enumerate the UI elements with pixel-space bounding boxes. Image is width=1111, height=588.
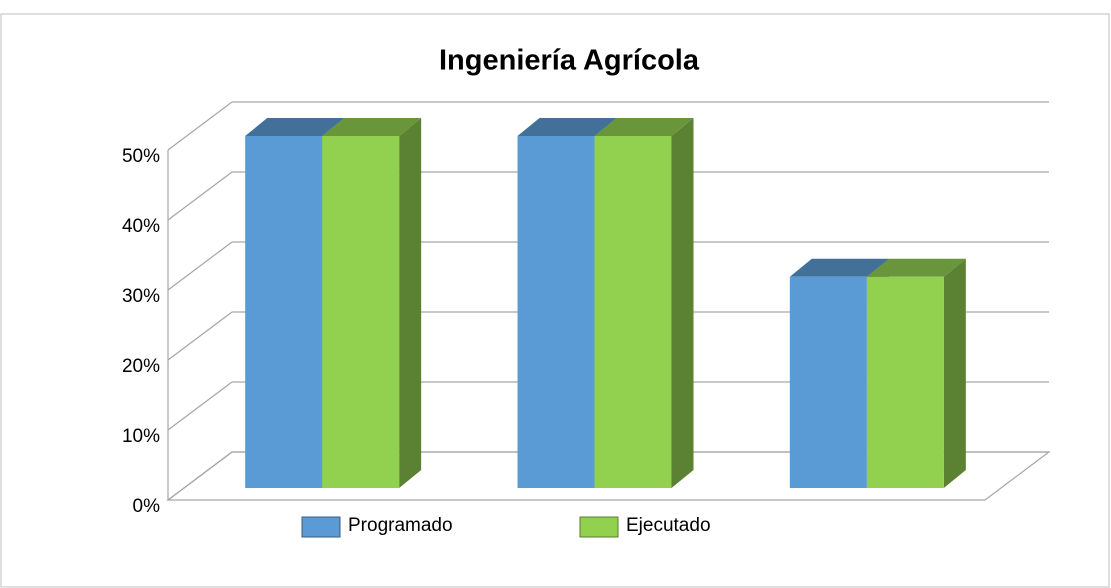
legend-swatch xyxy=(579,516,619,538)
bar xyxy=(789,276,867,488)
legend-swatch xyxy=(301,516,341,538)
bar-top xyxy=(322,118,422,136)
side-grid-line xyxy=(167,171,233,221)
side-grid-line xyxy=(167,241,233,291)
bar-side xyxy=(399,118,422,488)
bar-top xyxy=(866,258,966,277)
bar xyxy=(245,136,323,488)
side-grid-line xyxy=(167,311,233,361)
bar xyxy=(322,136,400,488)
y-tick-label: 0% xyxy=(133,496,161,517)
side-grid-line xyxy=(167,101,233,151)
side-grid-line xyxy=(167,381,233,431)
bar-top xyxy=(789,258,889,277)
bar-top xyxy=(594,118,694,136)
bar xyxy=(594,136,672,488)
bar-side xyxy=(671,118,694,488)
bar-top xyxy=(245,118,345,136)
bar xyxy=(866,276,944,488)
bar-top xyxy=(517,118,617,136)
bar xyxy=(517,136,595,488)
legend-label: Programado xyxy=(348,515,453,536)
y-tick-label: 50% xyxy=(122,146,160,167)
y-tick-label: 30% xyxy=(122,286,160,307)
y-tick-label: 40% xyxy=(122,216,160,237)
y-tick-label: 20% xyxy=(122,356,160,377)
chart-title: Ingeniería Agrícola xyxy=(439,45,700,77)
bar-side xyxy=(943,258,966,488)
legend-label: Ejecutado xyxy=(626,515,711,536)
side-grid-line xyxy=(167,451,233,501)
y-tick-label: 10% xyxy=(122,426,160,447)
